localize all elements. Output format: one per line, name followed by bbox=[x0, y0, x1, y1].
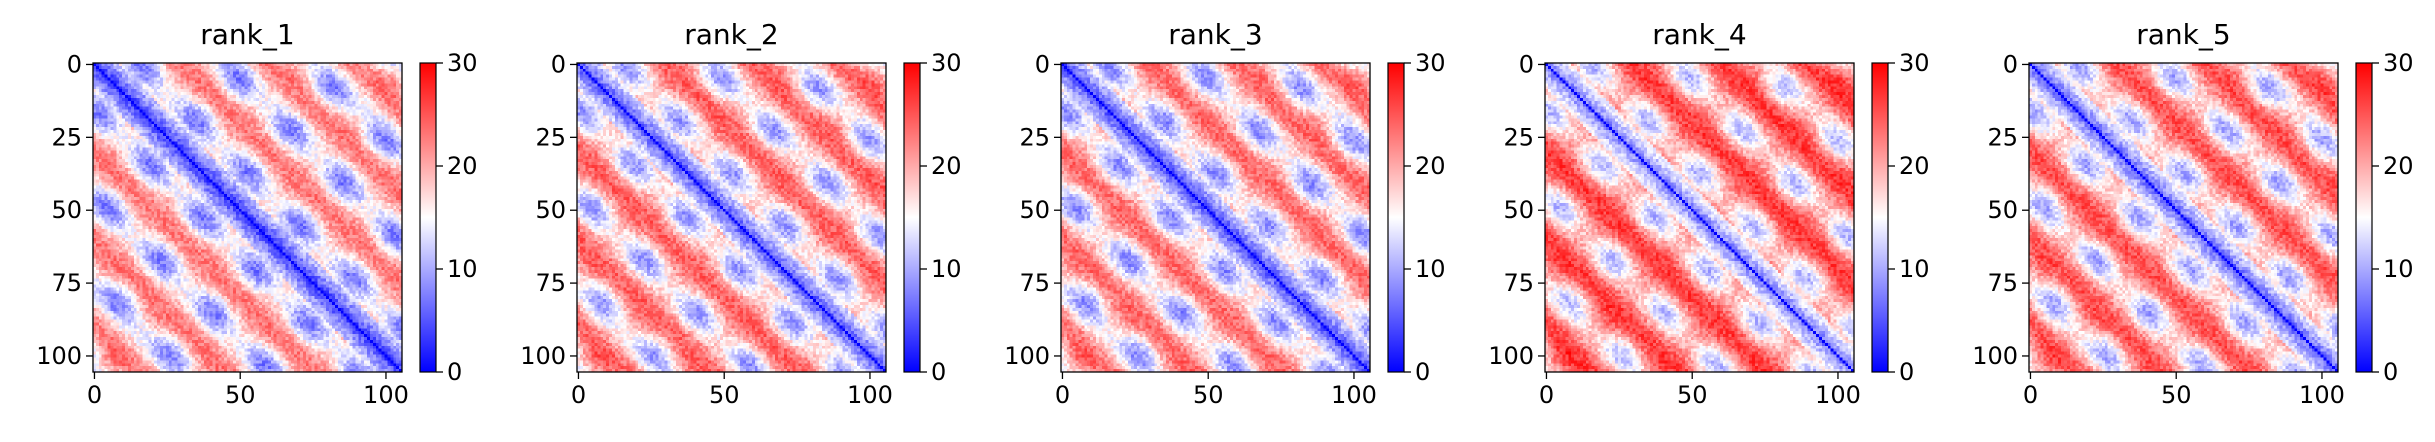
y-tick-label: 100 bbox=[36, 342, 82, 370]
colorbar bbox=[1387, 62, 1405, 373]
y-tick-label: 50 bbox=[1019, 196, 1050, 224]
colorbar-tick-label: 0 bbox=[2383, 358, 2398, 386]
axes-frame bbox=[2028, 62, 2339, 373]
colorbar-tick-label: 30 bbox=[1899, 49, 1930, 77]
axes-frame bbox=[92, 62, 403, 373]
x-tick-label: 0 bbox=[2023, 381, 2038, 409]
y-tick-label: 25 bbox=[51, 123, 82, 151]
colorbar-tick-label: 30 bbox=[447, 49, 478, 77]
y-tick-label: 50 bbox=[51, 196, 82, 224]
colorbar-tick-label: 30 bbox=[1415, 49, 1446, 77]
heatmap-image bbox=[2029, 63, 2338, 372]
colorbar-tick-label: 20 bbox=[2383, 152, 2414, 180]
chart-title: rank_4 bbox=[1652, 18, 1746, 51]
x-tick-label: 50 bbox=[1677, 381, 1708, 409]
x-tick-label: 0 bbox=[87, 381, 102, 409]
x-tick-label: 50 bbox=[2161, 381, 2192, 409]
x-tick-label: 0 bbox=[1055, 381, 1070, 409]
colorbar-tick-label: 20 bbox=[1899, 152, 1930, 180]
chart-title: rank_2 bbox=[684, 18, 778, 51]
y-tick-label: 0 bbox=[551, 50, 566, 78]
colorbar-tick-label: 10 bbox=[2383, 255, 2414, 283]
y-tick-label: 75 bbox=[1987, 269, 2018, 297]
y-tick-label: 100 bbox=[1488, 342, 1534, 370]
chart-title: rank_3 bbox=[1168, 18, 1262, 51]
y-tick-label: 100 bbox=[1004, 342, 1050, 370]
x-tick-label: 50 bbox=[709, 381, 740, 409]
y-tick-label: 0 bbox=[1519, 50, 1534, 78]
y-tick-label: 100 bbox=[520, 342, 566, 370]
heatmap-image bbox=[1545, 63, 1854, 372]
colorbar bbox=[1871, 62, 1889, 373]
x-tick-label: 100 bbox=[847, 381, 893, 409]
colorbar bbox=[903, 62, 921, 373]
colorbar-tick-label: 10 bbox=[1899, 255, 1930, 283]
x-tick-label: 100 bbox=[1815, 381, 1861, 409]
y-tick-label: 25 bbox=[1987, 123, 2018, 151]
x-tick-label: 0 bbox=[571, 381, 586, 409]
colorbar-tick-label: 10 bbox=[931, 255, 962, 283]
colorbar-tick-label: 30 bbox=[2383, 49, 2414, 77]
y-tick-label: 25 bbox=[535, 123, 566, 151]
y-tick-label: 50 bbox=[1503, 196, 1534, 224]
colorbar-tick-label: 0 bbox=[1899, 358, 1914, 386]
colorbar-tick-label: 20 bbox=[1415, 152, 1446, 180]
y-tick-label: 0 bbox=[67, 50, 82, 78]
colorbar-tick-label: 30 bbox=[931, 49, 962, 77]
heatmap-image bbox=[1061, 63, 1370, 372]
y-tick-label: 50 bbox=[1987, 196, 2018, 224]
colorbar bbox=[419, 62, 437, 373]
x-tick-label: 100 bbox=[363, 381, 409, 409]
y-tick-label: 0 bbox=[1035, 50, 1050, 78]
y-tick-label: 75 bbox=[1019, 269, 1050, 297]
chart-title: rank_1 bbox=[200, 18, 294, 51]
y-tick-label: 75 bbox=[1503, 269, 1534, 297]
x-tick-label: 100 bbox=[1331, 381, 1377, 409]
axes-frame bbox=[576, 62, 887, 373]
chart-title: rank_5 bbox=[2136, 18, 2230, 51]
colorbar-tick-label: 0 bbox=[931, 358, 946, 386]
y-tick-label: 25 bbox=[1019, 123, 1050, 151]
y-tick-label: 0 bbox=[2003, 50, 2018, 78]
axes-frame bbox=[1544, 62, 1855, 373]
x-tick-label: 50 bbox=[1193, 381, 1224, 409]
y-tick-label: 75 bbox=[535, 269, 566, 297]
heatmap-image bbox=[577, 63, 886, 372]
y-tick-label: 75 bbox=[51, 269, 82, 297]
x-tick-label: 100 bbox=[2299, 381, 2345, 409]
y-tick-label: 50 bbox=[535, 196, 566, 224]
colorbar-tick-label: 10 bbox=[447, 255, 478, 283]
heatmap-image bbox=[93, 63, 402, 372]
colorbar bbox=[2355, 62, 2373, 373]
colorbar-tick-label: 0 bbox=[1415, 358, 1430, 386]
colorbar-tick-label: 10 bbox=[1415, 255, 1446, 283]
y-tick-label: 25 bbox=[1503, 123, 1534, 151]
colorbar-tick-label: 20 bbox=[931, 152, 962, 180]
y-tick-label: 100 bbox=[1972, 342, 2018, 370]
colorbar-tick-label: 20 bbox=[447, 152, 478, 180]
colorbar-tick-label: 0 bbox=[447, 358, 462, 386]
x-tick-label: 0 bbox=[1539, 381, 1554, 409]
x-tick-label: 50 bbox=[225, 381, 256, 409]
axes-frame bbox=[1060, 62, 1371, 373]
